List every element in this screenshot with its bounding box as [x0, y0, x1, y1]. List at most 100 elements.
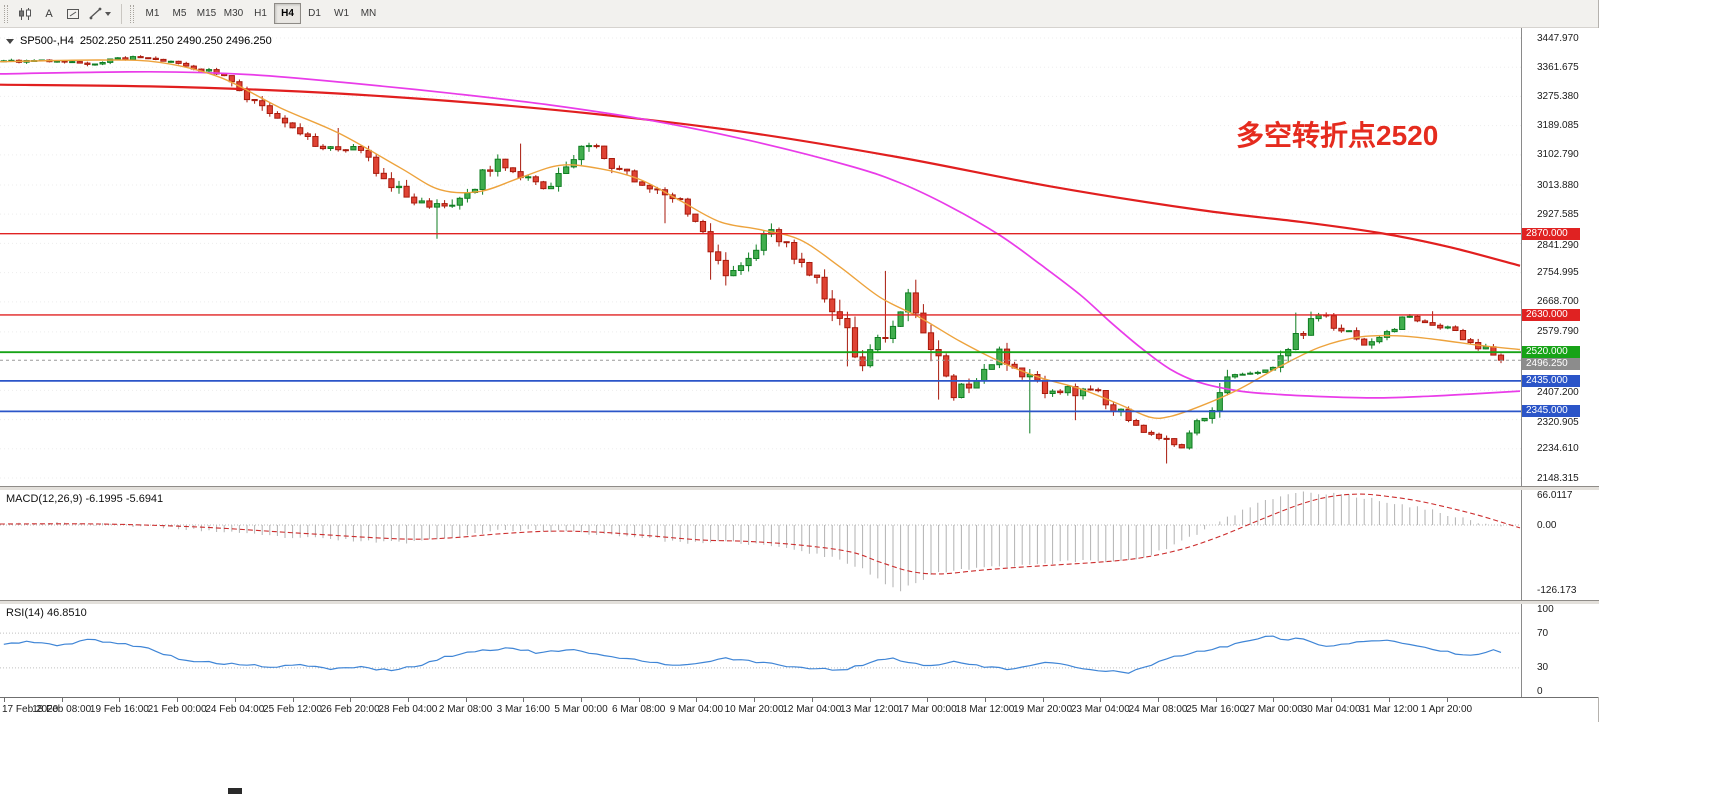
rsi-panel[interactable]: RSI(14) 46.8510	[0, 604, 1522, 697]
time-tick	[1158, 698, 1159, 702]
time-tick	[754, 698, 756, 702]
time-tick	[119, 698, 121, 702]
price-axis[interactable]: 2870.000 2630.000 2520.000 2496.250 2435.000…	[1522, 28, 1599, 486]
time-tick	[1446, 698, 1448, 702]
price-axis-label: 2234.610	[1537, 443, 1579, 455]
candlestick-chart-icon	[19, 7, 31, 20]
timeframe-mn[interactable]: MN	[355, 3, 382, 24]
text-a-label: A	[45, 7, 53, 20]
mt4-window: A M1 M5 M15 M30 H1	[0, 0, 1599, 722]
price-axis-label: 3447.970	[1537, 32, 1579, 44]
time-axis-label: 12 Mar 04:00	[782, 704, 842, 715]
trendline-icon	[89, 7, 102, 20]
time-axis-label: 18 Feb 08:00	[32, 704, 92, 715]
time-tick	[1331, 698, 1333, 702]
price-axis-label: 2407.200	[1537, 386, 1579, 398]
frame-icon	[67, 8, 79, 19]
objects-dropdown-button[interactable]	[85, 3, 115, 25]
time-axis-label: 28 Feb 04:00	[378, 704, 438, 715]
toolbar-grip[interactable]	[4, 4, 8, 23]
rsi-canvas	[0, 632, 1521, 674]
rsi-axis-label: 100	[1537, 604, 1554, 615]
chart-title: SP500-,H4 2502.250 2511.250 2490.250 249…	[6, 35, 272, 47]
macd-axis-label: 0.00	[1537, 519, 1557, 531]
price-tag: 2870.000	[1522, 227, 1580, 240]
frame-tool-button[interactable]	[61, 3, 85, 25]
macd-name: MACD(12,26,9)	[6, 493, 83, 505]
timeframe-m30[interactable]: M30	[220, 3, 247, 24]
price-tag: 2630.000	[1522, 308, 1580, 321]
macd-label: MACD(12,26,9) -6.1995 -5.6941	[6, 493, 163, 505]
main-chart-canvas[interactable]	[0, 28, 1522, 486]
timeframe-d1[interactable]: D1	[301, 3, 328, 24]
time-tick	[177, 698, 179, 702]
main-chart-panel[interactable]: SP500-,H4 2502.250 2511.250 2490.250 249…	[0, 28, 1522, 486]
time-axis-label: 25 Feb 12:00	[263, 704, 322, 715]
caret-down-icon	[105, 11, 111, 16]
time-tick	[927, 698, 929, 702]
timeframe-w1[interactable]: W1	[328, 3, 355, 24]
time-axis-label: 19 Feb 16:00	[89, 704, 149, 715]
macd-value-signal: -5.6941	[125, 493, 164, 505]
time-tick	[523, 698, 525, 702]
price-axis-label: 3189.085	[1537, 120, 1579, 132]
time-tick	[581, 698, 582, 702]
time-tick	[4, 698, 5, 702]
text-annotation-button[interactable]: A	[37, 3, 61, 25]
timeframe-m1[interactable]: M1	[139, 3, 166, 24]
price-axis-label: 3275.380	[1537, 90, 1579, 102]
toolbar-grip-2[interactable]	[130, 4, 134, 23]
price-axis-label: 3013.880	[1537, 179, 1579, 191]
time-tick	[234, 698, 236, 702]
time-axis[interactable]: 17 Feb 2020 18 Feb 08:00 19 Feb 16:00 21 Fe…	[0, 697, 1598, 722]
rsi-name: RSI(14)	[6, 607, 44, 619]
rsi-axis-label: 0	[1537, 686, 1543, 697]
time-axis-label: 1 Apr 20:00	[1420, 704, 1473, 715]
price-axis-label: 2148.315	[1537, 472, 1579, 484]
chart-ohlc: 2502.250 2511.250 2490.250 2496.250	[79, 35, 272, 47]
time-axis-label: 10 Mar 20:00	[724, 704, 784, 715]
time-axis-label: 23 Mar 04:00	[1070, 704, 1130, 715]
time-axis-label: 26 Feb 20:00	[320, 704, 380, 715]
macd-canvas	[0, 491, 1521, 592]
time-tick	[1215, 698, 1217, 702]
timeframe-m5[interactable]: M5	[166, 3, 193, 24]
price-axis-label: 2320.905	[1537, 417, 1579, 429]
time-tick	[407, 698, 409, 702]
timeframe-m15[interactable]: M15	[193, 3, 220, 24]
macd-axis[interactable]: 66.0117 0.00 -126.173	[1522, 490, 1599, 600]
rsi-axis[interactable]: 100 70 30 0	[1522, 604, 1599, 697]
price-tag: 2496.250	[1522, 358, 1580, 371]
chart-menu-arrow-icon[interactable]	[6, 38, 14, 44]
time-tick	[984, 698, 986, 702]
price-axis-label: 2668.700	[1537, 296, 1579, 308]
time-axis-label: 27 Mar 00:00	[1243, 704, 1303, 715]
price-tag: 2435.000	[1522, 374, 1580, 387]
time-tick	[1273, 698, 1275, 702]
rsi-label: RSI(14) 46.8510	[6, 607, 87, 619]
rsi-axis-label: 30	[1537, 662, 1549, 674]
time-tick	[696, 698, 698, 702]
panel-divider-macd[interactable]	[0, 486, 1599, 490]
time-axis-label: 19 Mar 20:00	[1013, 704, 1073, 715]
time-tick	[61, 698, 63, 702]
time-tick	[869, 698, 871, 702]
timeframe-h1[interactable]: H1	[247, 3, 274, 24]
price-axis-label: 2579.790	[1537, 326, 1579, 338]
macd-axis-label: -126.173	[1537, 584, 1577, 596]
time-axis-label: 5 Mar 00:00	[554, 704, 608, 715]
rsi-value: 46.8510	[46, 607, 87, 619]
time-tick	[1388, 698, 1390, 702]
toolbar-separator	[121, 3, 122, 24]
time-tick	[465, 698, 467, 702]
timeframe-h4[interactable]: H4	[274, 3, 301, 24]
macd-panel[interactable]: MACD(12,26,9) -6.1995 -5.6941	[0, 490, 1522, 600]
time-axis-label: 21 Feb 00:00	[147, 704, 207, 715]
time-tick	[811, 698, 813, 702]
chart-symbol-period: SP500-,H4	[20, 35, 74, 47]
time-axis-label: 17 Feb 2020	[2, 704, 59, 715]
time-axis-label: 3 Mar 16:00	[496, 704, 550, 715]
panel-divider-rsi[interactable]	[0, 600, 1599, 604]
charts-toolbar-button[interactable]	[13, 3, 37, 25]
